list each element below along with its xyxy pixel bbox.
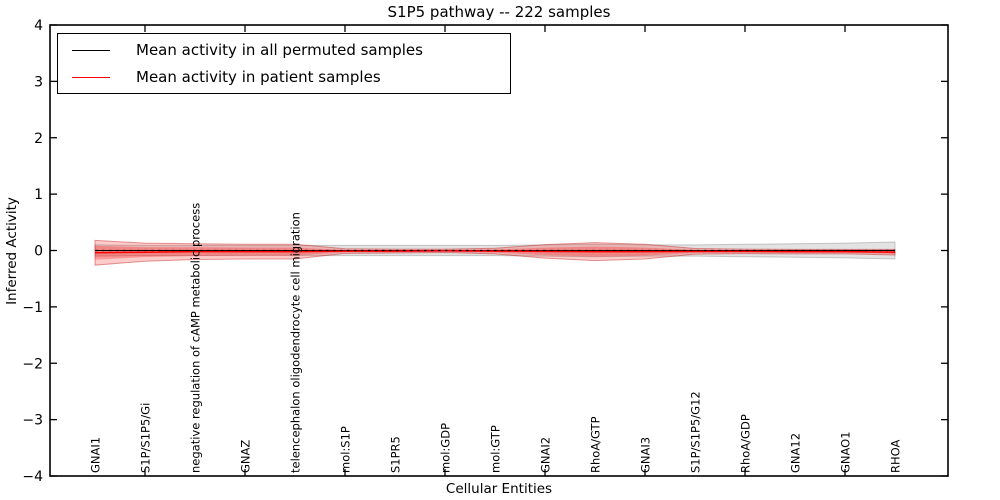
legend-label-patient: Mean activity in patient samples bbox=[136, 68, 381, 86]
y-tick-label: 3 bbox=[34, 74, 43, 90]
legend: Mean activity in all permuted samples Me… bbox=[57, 33, 511, 94]
legend-entry-patient: Mean activity in patient samples bbox=[72, 67, 502, 87]
y-tick-label: 1 bbox=[34, 187, 43, 203]
x-tick-label: GNAI2 bbox=[539, 437, 553, 473]
y-tick-label: −1 bbox=[22, 300, 43, 316]
y-tick-label: −3 bbox=[22, 413, 43, 429]
x-tick-label: negative regulation of cAMP metabolic pr… bbox=[189, 203, 203, 473]
x-tick-label: GNAI3 bbox=[639, 437, 653, 473]
x-tick-label: mol:GTP bbox=[489, 425, 503, 473]
patient-std-band bbox=[94, 239, 896, 266]
x-axis-label: Cellular Entities bbox=[445, 481, 553, 497]
x-tick-label: RhoA/GTP bbox=[589, 416, 603, 473]
legend-entry-permuted: Mean activity in all permuted samples bbox=[72, 40, 502, 60]
y-tick-label: 2 bbox=[34, 131, 43, 147]
x-tick-label: S1PR5 bbox=[389, 436, 403, 473]
x-tick-label: RHOA bbox=[889, 440, 903, 473]
x-tick-label: mol:GDP bbox=[439, 423, 453, 473]
legend-line-permuted bbox=[72, 49, 110, 51]
y-tick-label: 0 bbox=[34, 244, 43, 260]
x-tick-label: RhoA/GDP bbox=[739, 414, 753, 473]
legend-label-permuted: Mean activity in all permuted samples bbox=[136, 41, 423, 59]
legend-line-patient bbox=[72, 76, 110, 78]
patient-std-band-inner bbox=[95, 245, 895, 260]
x-tick-label: GNAZ bbox=[239, 440, 253, 473]
x-tick-label: GNA12 bbox=[789, 433, 803, 473]
x-tick-label: telencephalon oligodendrocyte cell migra… bbox=[289, 212, 303, 473]
x-tick-label: GNAI1 bbox=[89, 437, 103, 473]
x-tick-label: S1P/S1P5/G12 bbox=[689, 391, 703, 473]
x-tick-label: S1P/S1P5/Gi bbox=[139, 403, 153, 473]
y-tick-label: −2 bbox=[22, 356, 43, 372]
y-tick-label: −4 bbox=[22, 469, 43, 485]
x-tick-label: mol:S1P bbox=[339, 426, 353, 473]
y-tick-label: 4 bbox=[34, 18, 43, 34]
chart-title: S1P5 pathway -- 222 samples bbox=[387, 3, 611, 21]
x-tick-label: GNAO1 bbox=[839, 431, 853, 473]
